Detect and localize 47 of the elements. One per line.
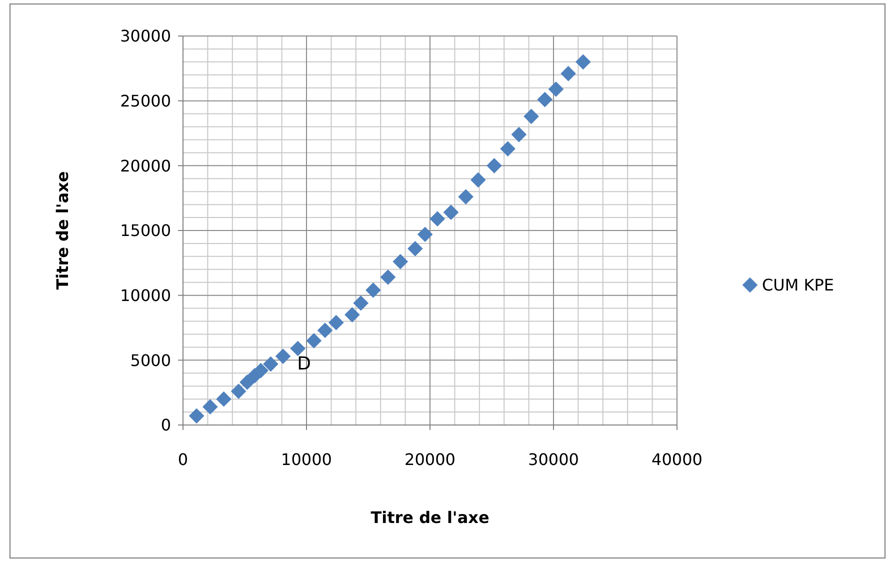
point — [306, 333, 322, 348]
point — [290, 340, 306, 356]
legend-label: CUM KPE — [762, 276, 834, 295]
x-tick-label: 10000 — [281, 450, 332, 469]
point — [486, 158, 502, 174]
point — [344, 307, 360, 322]
x-tick-label: 40000 — [652, 450, 702, 469]
point — [202, 399, 218, 415]
point — [537, 92, 553, 108]
point — [560, 66, 576, 82]
point — [275, 348, 291, 364]
point — [458, 189, 474, 204]
point — [430, 211, 446, 226]
x-tick-label: 30000 — [528, 450, 579, 469]
point — [317, 322, 333, 338]
point — [240, 374, 255, 390]
point — [417, 226, 433, 242]
point — [230, 384, 246, 399]
point — [188, 408, 204, 424]
point — [548, 81, 564, 97]
point — [443, 204, 459, 220]
y-tick-label: 15000 — [120, 221, 171, 240]
y-tick-label: 0 — [160, 416, 171, 435]
point — [353, 295, 369, 311]
annotation: D — [297, 353, 311, 374]
y-tick-label: 20000 — [120, 156, 171, 176]
y-axis-title: Titre de l'axe — [53, 171, 72, 290]
point — [511, 126, 527, 142]
point — [392, 254, 408, 270]
point — [470, 172, 486, 188]
y-tick-label: 25000 — [120, 91, 171, 110]
x-axis-title: Titre de l'axe — [370, 508, 490, 527]
point — [253, 362, 268, 378]
point — [524, 108, 539, 124]
y-tick-label: 10000 — [120, 286, 171, 305]
point — [380, 270, 396, 285]
point — [575, 54, 591, 70]
point — [216, 391, 232, 407]
point — [408, 240, 423, 256]
point — [263, 356, 278, 372]
y-tick-label: 30000 — [120, 26, 171, 46]
point — [500, 141, 516, 156]
point — [366, 282, 381, 298]
y-tick-label: 5000 — [130, 350, 171, 370]
x-tick-label: 0 — [178, 450, 188, 469]
point — [328, 314, 344, 330]
x-tick-label: 20000 — [404, 450, 456, 469]
